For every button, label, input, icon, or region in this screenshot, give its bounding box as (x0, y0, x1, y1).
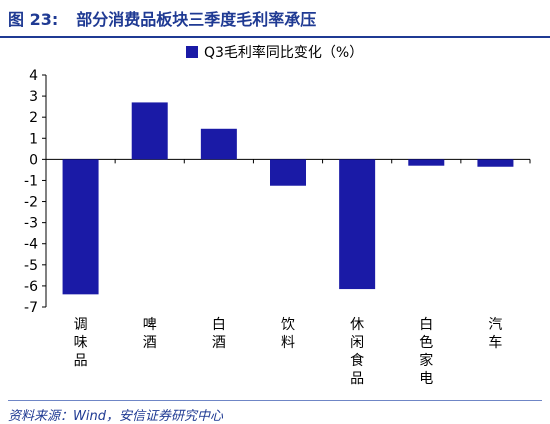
figure-header: 图 23: 部分消费品板块三季度毛利率承压 (0, 0, 550, 38)
bar (477, 159, 514, 167)
x-tick-label: 调味品 (74, 317, 88, 369)
bar (131, 102, 168, 160)
bar (200, 128, 237, 160)
figure-label: 图 23: (8, 10, 59, 29)
y-tick-label: -5 (24, 258, 38, 274)
bar (339, 159, 376, 290)
x-tick-label: 啤酒 (143, 317, 157, 351)
y-tick-label: 1 (29, 131, 38, 147)
y-tick-label: 4 (29, 68, 38, 84)
x-tick-label: 饮料 (281, 317, 295, 351)
figure-title: 部分消费品板块三季度毛利率承压 (76, 10, 317, 29)
legend-label: Q3毛利率同比变化（%） (204, 44, 363, 61)
y-tick-label: -4 (24, 237, 38, 253)
x-tick-label: 白色家电 (419, 317, 433, 387)
x-tick-label: 休闲食品 (350, 317, 364, 387)
x-tick-label: 白酒 (212, 317, 226, 351)
x-tick-label: 汽车 (488, 317, 502, 351)
y-tick-label: -7 (24, 300, 38, 316)
y-tick-label: -2 (24, 195, 38, 211)
y-tick-label: 3 (29, 89, 38, 105)
source-note: 资料来源：Wind，安信证券研究中心 (8, 400, 542, 424)
legend-swatch (186, 46, 198, 58)
bar-chart: 4 3 2 1 0 -1 -2 -3 -4 -5 -6 -7 调味品 啤酒 白酒 饮料 休闲食品 白色家电 汽车 Q3… (24, 44, 531, 387)
bar (62, 159, 99, 295)
y-tick-label: -6 (24, 279, 38, 295)
y-tick-label: -3 (24, 216, 38, 232)
bar (408, 159, 445, 166)
y-tick-label: 2 (29, 110, 38, 126)
y-tick-label: 0 (29, 152, 38, 168)
bar (270, 159, 306, 186)
y-tick-label: -1 (24, 173, 38, 189)
